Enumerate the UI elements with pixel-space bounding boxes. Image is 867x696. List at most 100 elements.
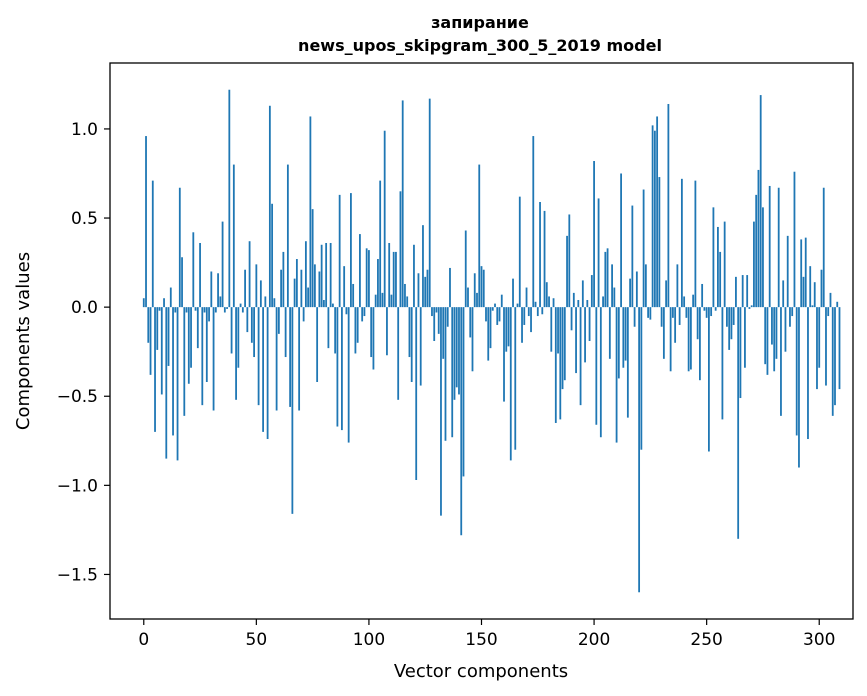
- bar: [248, 241, 251, 308]
- bar: [239, 303, 242, 308]
- bar: [424, 276, 427, 308]
- bar: [667, 103, 670, 308]
- bar: [271, 203, 274, 308]
- bar: [746, 275, 749, 308]
- bar: [496, 307, 499, 325]
- bar: [196, 307, 199, 349]
- x-axis-label: Vector components: [394, 661, 568, 682]
- bar: [194, 307, 197, 311]
- bar: [735, 276, 737, 308]
- bar: [647, 307, 650, 318]
- bar: [710, 307, 713, 317]
- bar: [570, 307, 573, 331]
- bar: [433, 307, 436, 341]
- bar: [399, 191, 402, 308]
- y-tick-label: 0.5: [71, 209, 98, 229]
- x-tick-label: 300: [803, 630, 835, 650]
- bar: [572, 292, 575, 308]
- bar: [557, 307, 559, 354]
- bar: [435, 307, 438, 313]
- bar: [244, 269, 246, 308]
- bar: [356, 307, 359, 343]
- bar: [190, 307, 192, 368]
- bar: [214, 307, 217, 313]
- bar: [199, 242, 201, 308]
- bar: [665, 280, 668, 308]
- bar: [827, 307, 830, 317]
- bar: [415, 307, 418, 480]
- bar: [737, 307, 740, 539]
- bar: [838, 307, 841, 390]
- bar: [773, 307, 776, 372]
- bar: [624, 307, 627, 361]
- bar: [172, 307, 174, 436]
- bar: [689, 307, 692, 370]
- bar: [651, 125, 654, 308]
- bar: [543, 210, 546, 308]
- bar: [703, 307, 706, 311]
- bar: [273, 298, 276, 308]
- bar: [246, 307, 249, 333]
- bar: [498, 307, 501, 322]
- bar: [343, 266, 346, 308]
- bar: [422, 225, 424, 308]
- bar: [237, 307, 240, 368]
- bar: [782, 280, 785, 308]
- bar: [169, 287, 172, 308]
- bar: [588, 307, 591, 341]
- bar: [259, 280, 262, 308]
- bar: [178, 187, 181, 308]
- bar: [309, 116, 312, 308]
- bar: [822, 187, 825, 308]
- bar: [777, 187, 780, 308]
- bar: [593, 161, 595, 308]
- bar: [793, 171, 796, 308]
- bar: [721, 307, 724, 420]
- bar: [226, 307, 228, 309]
- bar: [473, 273, 476, 308]
- bar: [318, 271, 321, 308]
- bar: [352, 283, 355, 308]
- bar: [541, 307, 544, 315]
- bar: [313, 264, 316, 308]
- bar: [791, 307, 794, 317]
- bar: [160, 307, 163, 395]
- bar: [536, 307, 539, 317]
- bar: [602, 296, 604, 308]
- bar: [507, 307, 510, 347]
- bar: [442, 307, 445, 359]
- bar: [471, 307, 474, 372]
- bar: [626, 307, 629, 418]
- bar: [649, 307, 652, 320]
- bar: [730, 307, 733, 340]
- bar: [419, 307, 422, 386]
- bar: [699, 307, 701, 381]
- bar: [410, 307, 413, 382]
- bar: [527, 307, 530, 317]
- bar: [798, 307, 800, 468]
- bar: [615, 307, 618, 443]
- bar: [230, 307, 233, 354]
- bar: [622, 307, 625, 368]
- bar: [437, 307, 440, 334]
- bar: [566, 235, 568, 308]
- bar: [257, 307, 260, 406]
- bar: [676, 264, 679, 308]
- bar: [379, 180, 382, 308]
- bar: [386, 307, 388, 356]
- bar: [644, 264, 647, 308]
- bar: [286, 164, 289, 308]
- bar: [187, 307, 190, 384]
- y-tick-label: 1.0: [71, 120, 98, 140]
- plot-frame: [109, 62, 854, 620]
- bar: [307, 287, 310, 308]
- bar: [590, 275, 593, 308]
- bar: [359, 234, 361, 308]
- bar: [771, 307, 773, 345]
- bar: [552, 298, 555, 308]
- bar: [759, 95, 762, 308]
- bar: [786, 235, 789, 308]
- bar: [174, 307, 177, 313]
- bar: [368, 250, 370, 308]
